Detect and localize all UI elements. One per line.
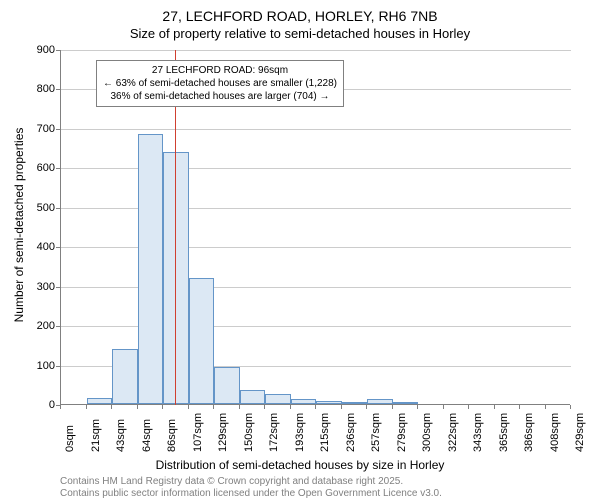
plot-area: 27 LECHFORD ROAD: 96sqm ← 63% of semi-de… xyxy=(60,50,570,405)
x-tick-label: 365sqm xyxy=(498,413,510,452)
histogram-bar xyxy=(240,390,266,404)
y-tick-label: 600 xyxy=(15,162,55,174)
histogram-bar xyxy=(265,394,291,404)
x-tick-label: 0sqm xyxy=(64,425,76,452)
histogram-bar xyxy=(214,367,240,404)
y-axis-label: Number of semi-detached properties xyxy=(12,128,26,323)
histogram-bar xyxy=(291,399,317,404)
x-axis-label: Distribution of semi-detached houses by … xyxy=(0,458,600,472)
x-tick-label: 86sqm xyxy=(166,419,178,452)
x-tick-label: 386sqm xyxy=(523,413,535,452)
y-tick-label: 100 xyxy=(15,360,55,372)
y-tick-label: 400 xyxy=(15,241,55,253)
annotation-line3: 36% of semi-detached houses are larger (… xyxy=(103,90,337,103)
x-tick-label: 279sqm xyxy=(396,413,408,452)
x-tick-mark xyxy=(315,405,316,409)
x-tick-label: 107sqm xyxy=(192,413,204,452)
x-tick-mark xyxy=(264,405,265,409)
x-tick-label: 172sqm xyxy=(268,413,280,452)
y-tick-label: 0 xyxy=(15,399,55,411)
gridline xyxy=(61,129,571,130)
histogram-bar xyxy=(316,401,342,404)
chart-container: 27, LECHFORD ROAD, HORLEY, RH6 7NB Size … xyxy=(0,0,600,500)
x-tick-label: 215sqm xyxy=(319,413,331,452)
x-tick-label: 408sqm xyxy=(549,413,561,452)
chart-title-line1: 27, LECHFORD ROAD, HORLEY, RH6 7NB xyxy=(0,8,600,24)
x-tick-label: 257sqm xyxy=(370,413,382,452)
x-tick-mark xyxy=(468,405,469,409)
x-tick-label: 236sqm xyxy=(345,413,357,452)
x-tick-mark xyxy=(519,405,520,409)
histogram-bar xyxy=(112,349,138,404)
gridline xyxy=(61,50,571,51)
x-tick-mark xyxy=(213,405,214,409)
x-tick-label: 343sqm xyxy=(472,413,484,452)
x-tick-mark xyxy=(341,405,342,409)
histogram-bar xyxy=(342,402,368,404)
x-tick-mark xyxy=(570,405,571,409)
x-tick-label: 300sqm xyxy=(421,413,433,452)
x-tick-label: 429sqm xyxy=(574,413,586,452)
x-tick-label: 150sqm xyxy=(243,413,255,452)
x-tick-mark xyxy=(162,405,163,409)
chart-title-line2: Size of property relative to semi-detach… xyxy=(0,26,600,41)
histogram-bar xyxy=(189,278,215,404)
histogram-bar xyxy=(138,134,164,404)
x-tick-mark xyxy=(494,405,495,409)
x-tick-mark xyxy=(137,405,138,409)
x-tick-label: 129sqm xyxy=(217,413,229,452)
x-tick-mark xyxy=(111,405,112,409)
x-tick-mark xyxy=(239,405,240,409)
histogram-bar xyxy=(367,399,393,404)
x-tick-mark xyxy=(290,405,291,409)
y-tick-label: 800 xyxy=(15,83,55,95)
x-tick-mark xyxy=(545,405,546,409)
y-tick-label: 900 xyxy=(15,44,55,56)
x-tick-label: 21sqm xyxy=(90,419,102,452)
y-tick-label: 500 xyxy=(15,202,55,214)
x-tick-mark xyxy=(366,405,367,409)
annotation-line1: 27 LECHFORD ROAD: 96sqm xyxy=(103,64,337,77)
x-tick-label: 43sqm xyxy=(115,419,127,452)
annotation-line2: ← 63% of semi-detached houses are smalle… xyxy=(103,77,337,90)
x-tick-mark xyxy=(392,405,393,409)
x-tick-mark xyxy=(60,405,61,409)
histogram-bar xyxy=(87,398,113,404)
y-tick-label: 700 xyxy=(15,123,55,135)
x-tick-label: 322sqm xyxy=(447,413,459,452)
x-tick-mark xyxy=(86,405,87,409)
x-tick-mark xyxy=(188,405,189,409)
histogram-bar xyxy=(393,402,419,404)
footer-line1: Contains HM Land Registry data © Crown c… xyxy=(60,476,403,487)
x-tick-label: 64sqm xyxy=(141,419,153,452)
x-tick-mark xyxy=(443,405,444,409)
y-tick-label: 300 xyxy=(15,281,55,293)
footer-line2: Contains public sector information licen… xyxy=(60,488,442,499)
y-tick-label: 200 xyxy=(15,320,55,332)
annotation-box: 27 LECHFORD ROAD: 96sqm ← 63% of semi-de… xyxy=(96,60,344,107)
x-tick-label: 193sqm xyxy=(294,413,306,452)
x-tick-mark xyxy=(417,405,418,409)
